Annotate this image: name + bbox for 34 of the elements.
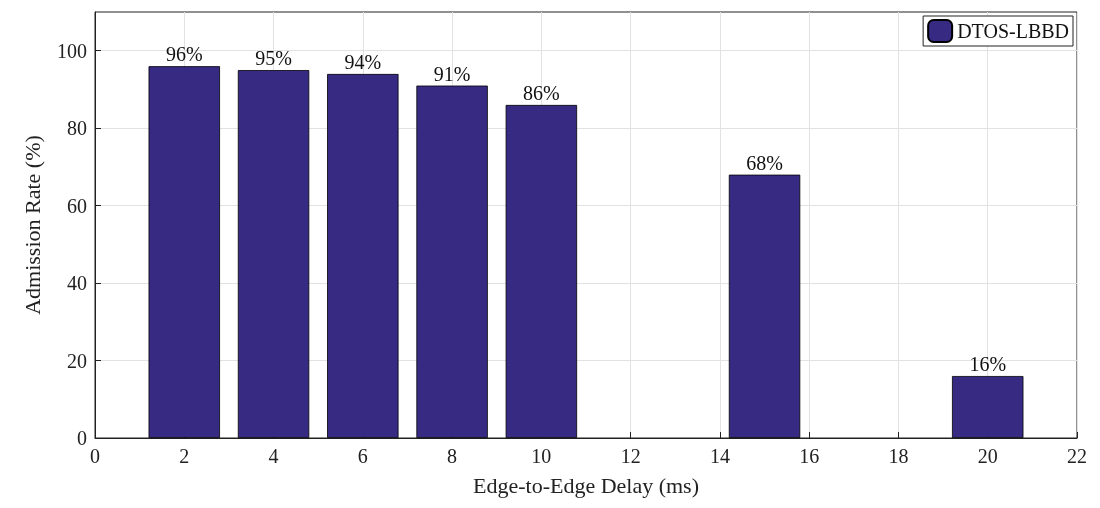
x-tick-label: 20	[977, 445, 998, 467]
x-tick-label: 12	[620, 445, 641, 467]
y-tick-label: 0	[77, 427, 87, 449]
x-tick-label: 18	[888, 445, 909, 467]
y-axis-title: Admission Rate (%)	[19, 135, 45, 315]
y-tick-label: 60	[67, 194, 87, 217]
bar	[416, 85, 488, 438]
x-tick-label: 14	[709, 445, 730, 467]
x-tick-label: 2	[179, 445, 190, 467]
data-label: 86%	[523, 81, 560, 104]
bar	[237, 70, 310, 438]
x-tick-label: 6	[357, 445, 368, 467]
x-tick-label: 4	[268, 445, 279, 467]
bar	[505, 104, 578, 438]
bar	[952, 376, 1024, 438]
bar	[148, 66, 220, 438]
data-label: 68%	[746, 151, 783, 174]
bar	[728, 174, 801, 438]
y-tick-label: 20	[67, 349, 87, 372]
data-label: 96%	[165, 43, 203, 66]
legend-label: DTOS-LBBD	[957, 20, 1070, 42]
data-label: 95%	[255, 47, 292, 70]
data-label: 94%	[344, 50, 382, 73]
y-tick-label: 40	[67, 272, 87, 295]
x-tick-label: 16	[799, 445, 820, 467]
x-tick-label: 10	[531, 445, 552, 467]
data-label: 91%	[433, 62, 471, 85]
y-tick-label: 80	[67, 117, 87, 140]
x-tick-label: 22	[1067, 445, 1087, 467]
y-tick-label: 100	[57, 39, 87, 62]
x-tick-label: 8	[447, 445, 458, 467]
bar	[327, 73, 399, 438]
data-label: 16%	[969, 353, 1007, 376]
x-axis-title: Edge-to-Edge Delay (ms)	[472, 472, 700, 498]
